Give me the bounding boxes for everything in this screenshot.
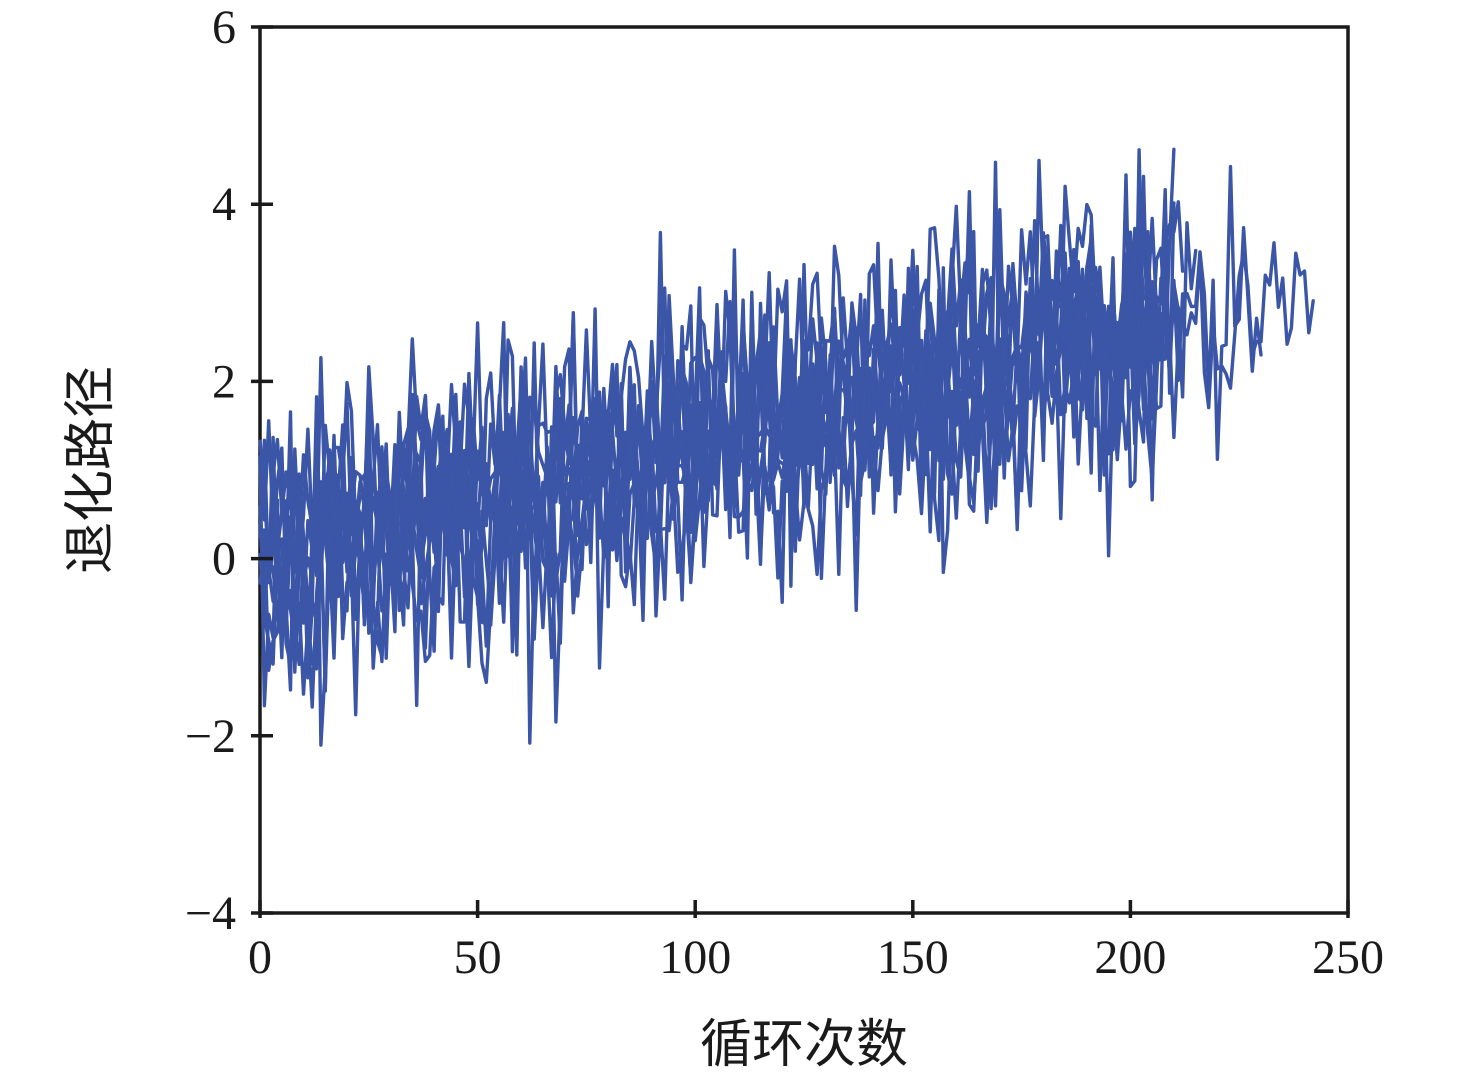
x-tick-label: 50 [454, 931, 502, 984]
x-axis-label: 循环次数 [700, 1017, 908, 1074]
degradation-path-line [258, 160, 1263, 635]
x-tick-label: 200 [1094, 931, 1166, 984]
y-axis-label: 退化路径 [63, 366, 120, 574]
y-tick-label: −2 [185, 710, 236, 763]
x-tick-label: 250 [1312, 931, 1384, 984]
y-tick-label: 0 [212, 533, 236, 586]
axis-ticks: 0 50 100 150 200 250 −4 −2 0 2 4 6 [185, 1, 1384, 984]
x-tick-label: 150 [877, 931, 949, 984]
x-tick-label: 0 [248, 931, 272, 984]
y-tick-label: 4 [212, 178, 236, 231]
y-tick-label: 2 [212, 355, 236, 408]
x-tick-label: 100 [659, 931, 731, 984]
y-tick-label: −4 [185, 887, 236, 940]
degradation-path-line [258, 226, 1315, 622]
y-tick-label: 6 [212, 1, 236, 54]
series-lines [258, 147, 1315, 747]
